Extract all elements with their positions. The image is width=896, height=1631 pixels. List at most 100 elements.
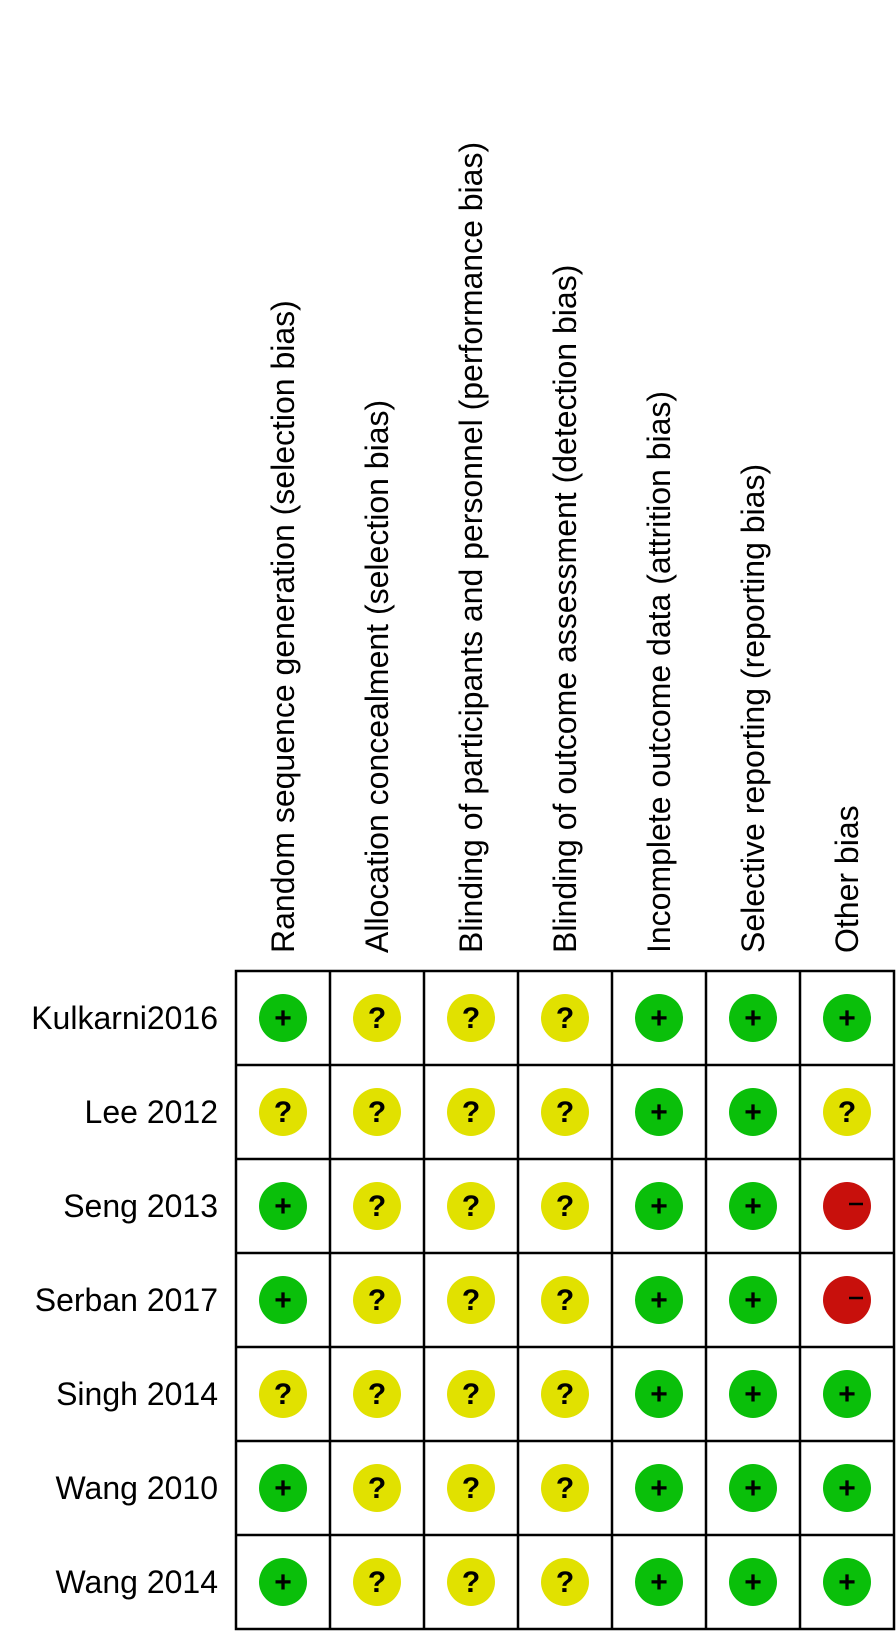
column-label: Other bias bbox=[829, 805, 865, 953]
row-label: Seng 2013 bbox=[63, 1188, 218, 1224]
unclear-risk-circle bbox=[541, 994, 589, 1042]
high-risk-circle bbox=[823, 1182, 871, 1230]
unclear-risk-circle bbox=[541, 1276, 589, 1324]
low-risk-circle bbox=[635, 994, 683, 1042]
unclear-risk-symbol: ? bbox=[556, 1096, 574, 1129]
low-risk-symbol: + bbox=[650, 1378, 668, 1411]
unclear-risk-circle bbox=[447, 1370, 495, 1418]
column-label: Incomplete outcome data (attrition bias) bbox=[641, 391, 677, 953]
low-risk-symbol: + bbox=[650, 1284, 668, 1317]
low-risk-circle bbox=[635, 1088, 683, 1136]
unclear-risk-symbol: ? bbox=[368, 1190, 386, 1223]
row-label: Kulkarni2016 bbox=[31, 1000, 218, 1036]
high-risk-circle bbox=[823, 1276, 871, 1324]
unclear-risk-symbol: ? bbox=[368, 1284, 386, 1317]
column-label: Allocation concealment (selection bias) bbox=[359, 400, 395, 953]
unclear-risk-symbol: ? bbox=[462, 1566, 480, 1599]
low-risk-circle bbox=[635, 1370, 683, 1418]
low-risk-circle bbox=[635, 1182, 683, 1230]
unclear-risk-circle bbox=[541, 1182, 589, 1230]
unclear-risk-symbol: ? bbox=[556, 1002, 574, 1035]
low-risk-symbol: + bbox=[744, 1472, 762, 1505]
unclear-risk-circle bbox=[447, 1464, 495, 1512]
judgement-marks: +??? + + +???? + + ? +??? + + +??? + +???? + + + +??? + + +… bbox=[259, 994, 871, 1606]
low-risk-circle bbox=[259, 1464, 307, 1512]
row-label: Wang 2010 bbox=[56, 1470, 218, 1506]
low-risk-circle bbox=[729, 1370, 777, 1418]
low-risk-circle bbox=[259, 994, 307, 1042]
unclear-risk-circle bbox=[353, 1558, 401, 1606]
low-risk-symbol: + bbox=[744, 1284, 762, 1317]
low-risk-symbol: + bbox=[838, 1378, 856, 1411]
unclear-risk-symbol: ? bbox=[462, 1284, 480, 1317]
low-risk-symbol: + bbox=[274, 1284, 292, 1317]
low-risk-symbol: + bbox=[650, 1190, 668, 1223]
low-risk-circle bbox=[259, 1558, 307, 1606]
unclear-risk-circle bbox=[259, 1088, 307, 1136]
row-labels: Kulkarni2016 Lee 2012 Seng 2013 Serban 2017… bbox=[31, 1000, 218, 1600]
unclear-risk-symbol: ? bbox=[368, 1096, 386, 1129]
unclear-risk-circle bbox=[541, 1370, 589, 1418]
unclear-risk-circle bbox=[353, 1464, 401, 1512]
low-risk-circle bbox=[729, 1088, 777, 1136]
low-risk-circle bbox=[729, 1182, 777, 1230]
low-risk-circle bbox=[729, 994, 777, 1042]
column-label: Selective reporting (reporting bias) bbox=[735, 464, 771, 953]
low-risk-symbol: + bbox=[744, 1378, 762, 1411]
unclear-risk-symbol: ? bbox=[556, 1378, 574, 1411]
low-risk-circle bbox=[823, 1464, 871, 1512]
unclear-risk-circle bbox=[541, 1558, 589, 1606]
unclear-risk-symbol: ? bbox=[462, 1378, 480, 1411]
row-label: Serban 2017 bbox=[35, 1282, 218, 1318]
low-risk-symbol: + bbox=[274, 1002, 292, 1035]
column-label: Blinding of participants and personnel (… bbox=[453, 142, 489, 953]
unclear-risk-symbol: ? bbox=[838, 1096, 856, 1129]
low-risk-symbol: + bbox=[274, 1190, 292, 1223]
low-risk-circle bbox=[823, 1558, 871, 1606]
unclear-risk-circle bbox=[447, 994, 495, 1042]
low-risk-circle bbox=[729, 1276, 777, 1324]
unclear-risk-symbol: ? bbox=[462, 1002, 480, 1035]
unclear-risk-symbol: ? bbox=[462, 1190, 480, 1223]
low-risk-symbol: + bbox=[744, 1190, 762, 1223]
low-risk-circle bbox=[635, 1464, 683, 1512]
column-label: Random sequence generation (selection bi… bbox=[265, 300, 301, 953]
low-risk-circle bbox=[635, 1276, 683, 1324]
low-risk-circle bbox=[259, 1276, 307, 1324]
unclear-risk-symbol: ? bbox=[462, 1096, 480, 1129]
unclear-risk-symbol: ? bbox=[556, 1190, 574, 1223]
unclear-risk-circle bbox=[353, 1276, 401, 1324]
low-risk-circle bbox=[729, 1558, 777, 1606]
unclear-risk-circle bbox=[259, 1370, 307, 1418]
low-risk-symbol: + bbox=[650, 1472, 668, 1505]
unclear-risk-circle bbox=[353, 1182, 401, 1230]
low-risk-symbol: + bbox=[744, 1096, 762, 1129]
unclear-risk-symbol: ? bbox=[274, 1378, 292, 1411]
unclear-risk-symbol: ? bbox=[368, 1378, 386, 1411]
unclear-risk-symbol: ? bbox=[368, 1472, 386, 1505]
low-risk-symbol: + bbox=[744, 1566, 762, 1599]
low-risk-circle bbox=[635, 1558, 683, 1606]
low-risk-symbol: + bbox=[274, 1566, 292, 1599]
unclear-risk-symbol: ? bbox=[556, 1472, 574, 1505]
grid-border bbox=[234, 969, 896, 1631]
low-risk-symbol: + bbox=[650, 1566, 668, 1599]
unclear-risk-circle bbox=[353, 1088, 401, 1136]
grid bbox=[234, 969, 896, 1631]
unclear-risk-circle bbox=[541, 1088, 589, 1136]
unclear-risk-circle bbox=[823, 1088, 871, 1136]
unclear-risk-circle bbox=[447, 1276, 495, 1324]
unclear-risk-symbol: ? bbox=[556, 1284, 574, 1317]
unclear-risk-circle bbox=[541, 1464, 589, 1512]
low-risk-circle bbox=[729, 1464, 777, 1512]
unclear-risk-symbol: ? bbox=[274, 1096, 292, 1129]
unclear-risk-symbol: ? bbox=[462, 1472, 480, 1505]
row-label: Wang 2014 bbox=[56, 1564, 218, 1600]
low-risk-symbol: + bbox=[838, 1566, 856, 1599]
low-risk-symbol: + bbox=[838, 1472, 856, 1505]
low-risk-symbol: + bbox=[274, 1472, 292, 1505]
unclear-risk-symbol: ? bbox=[556, 1566, 574, 1599]
low-risk-symbol: + bbox=[744, 1002, 762, 1035]
low-risk-symbol: + bbox=[650, 1096, 668, 1129]
